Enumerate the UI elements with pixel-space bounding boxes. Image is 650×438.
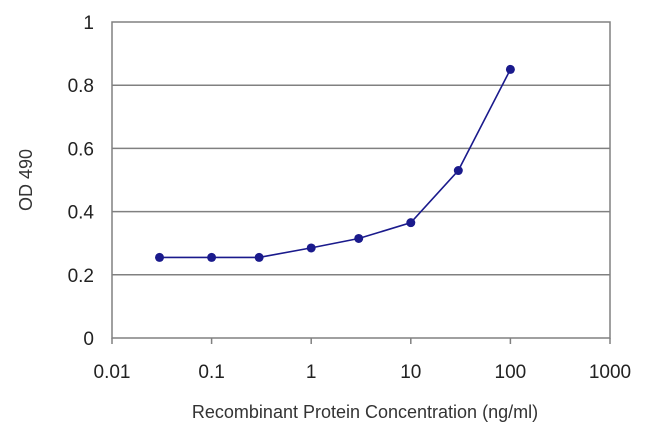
data-point [406,218,416,228]
series-points [155,64,515,262]
data-point [254,252,264,262]
x-tick-label: 1 [306,362,317,383]
x-tick-label: 0.1 [198,362,224,383]
x-axis-ticks [111,338,611,344]
y-tick-label: 0.2 [68,266,94,287]
data-point [155,252,165,262]
y-tick-label: 0 [83,329,94,350]
y-tick-label: 1 [83,13,94,34]
plot-area [111,21,611,339]
x-tick-label: 1000 [589,362,631,383]
y-tick-label: 0.4 [68,203,95,224]
gridlines [112,84,610,276]
data-point [453,166,463,176]
y-tick-label: 0.8 [68,76,94,97]
data-point [306,243,316,253]
x-axis-tick-labels: 0.01 0.1 1 10 100 1000 [94,362,632,383]
y-axis-title: OD 490 [16,149,36,211]
data-point [505,64,515,74]
x-tick-label: 10 [400,362,421,383]
x-tick-label: 100 [495,362,527,383]
x-axis-title: Recombinant Protein Concentration (ng/ml… [192,402,538,422]
data-point [354,233,364,243]
y-tick-label: 0.6 [68,139,94,160]
series-line [159,69,512,259]
data-point [207,252,217,262]
x-tick-label: 0.01 [94,362,131,383]
y-axis-tick-labels: 0 0.2 0.4 0.6 0.8 1 [68,13,95,350]
